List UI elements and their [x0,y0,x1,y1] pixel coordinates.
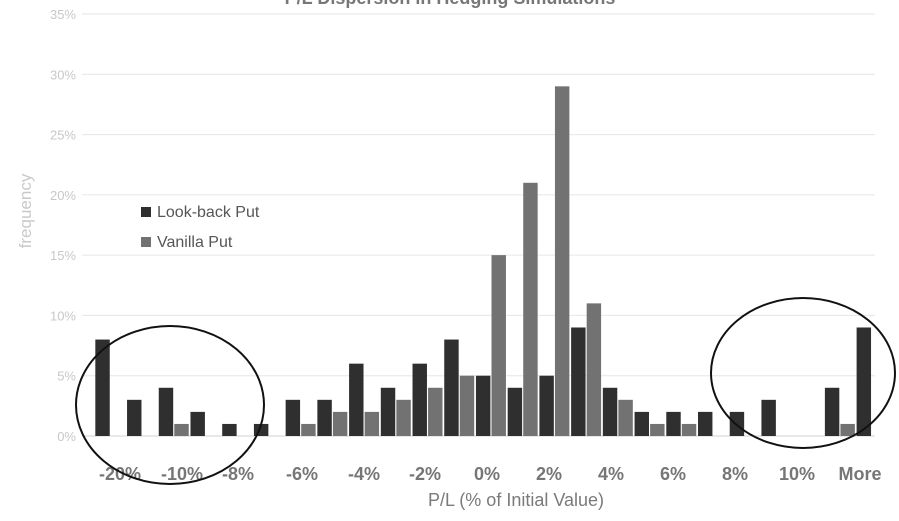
bar-look-back-put-6 [285,399,301,436]
y-tick-label: 35% [50,7,76,22]
bars-layer [95,86,872,436]
bar-vanilla-put-14 [554,86,570,436]
bar-look-back-put-13 [507,387,523,436]
bar-look-back-put-17 [634,411,649,436]
bar-vanilla-put-7 [332,411,348,436]
legend: Look-back Put Vanilla Put [141,204,260,251]
bar-look-back-put-23 [824,387,840,436]
bar-look-back-put-18 [666,411,681,436]
legend-label-vanilla-put: Vanilla Put [157,234,233,251]
right-tail-circle-annotation [710,297,896,449]
y-tick-label: 25% [50,128,76,143]
x-tick-label: -4% [348,464,380,484]
x-axis-label: P/L (% of Initial Value) [428,490,604,510]
y-tick-label: 0% [57,429,76,444]
x-tick-label: 8% [722,464,748,484]
x-tick-label: -8% [222,464,254,484]
bar-vanilla-put-13 [523,182,538,436]
bar-vanilla-put-8 [364,411,380,436]
x-tick-label: 4% [598,464,624,484]
bar-vanilla-put-18 [681,423,697,436]
bar-look-back-put-0 [95,339,110,436]
y-tick-label: 5% [57,369,76,384]
bar-vanilla-put-17 [650,423,665,436]
y-tick-label: 10% [50,308,76,323]
x-tick-label: 0% [474,464,500,484]
x-tick-label: More [838,464,881,484]
bar-look-back-put-24 [856,327,872,436]
bar-look-back-put-7 [317,399,332,436]
bar-vanilla-put-9 [396,399,411,436]
y-tick-label: 20% [50,188,76,203]
legend-swatch-vanilla-put [141,237,151,247]
bar-vanilla-put-10 [428,387,443,436]
bar-vanilla-put-2 [174,423,189,436]
x-tick-label: 6% [660,464,686,484]
bar-vanilla-put-16 [618,399,633,436]
bar-vanilla-put-11 [459,375,475,436]
bar-vanilla-put-12 [491,255,506,436]
legend-swatch-look-back-put [141,207,151,217]
legend-label-look-back-put: Look-back Put [157,204,260,221]
y-tick-label: 15% [50,248,76,263]
bar-vanilla-put-6 [301,423,316,436]
bar-look-back-put-12 [475,375,491,436]
bar-look-back-put-2 [158,387,174,436]
bar-look-back-put-21 [761,399,776,436]
x-tick-label: -20% [99,464,141,484]
bar-look-back-put-19 [698,411,713,436]
x-tick-label: 10% [779,464,815,484]
bar-vanilla-put-23 [840,423,855,436]
x-tick-label: -10% [161,464,203,484]
bar-look-back-put-1 [127,399,142,436]
bar-look-back-put-10 [412,363,427,436]
bar-look-back-put-3 [190,411,205,436]
chart-title: P/L Dispersion in Hedging Simulations [285,0,616,8]
bar-look-back-put-4 [222,423,237,436]
bar-look-back-put-9 [380,387,396,436]
x-tick-label: -6% [286,464,318,484]
left-tail-circle-annotation [75,325,265,485]
y-axis-label: frequency [16,173,35,248]
bar-look-back-put-11 [444,339,459,436]
y-tick-label: 30% [50,67,76,82]
bar-look-back-put-8 [349,363,364,436]
bar-vanilla-put-15 [586,303,602,436]
grid-layer: 0% 5% 10% 15% 20% 25% 30% 35% [50,7,875,444]
bar-look-back-put-14 [539,375,554,436]
bar-look-back-put-15 [571,327,586,436]
tick-layer: -20% -10% -8% -6% -4% -2% 0% 2% 4% 6% 8% 10% More [99,464,882,484]
bar-look-back-put-16 [602,387,618,436]
x-tick-label: 2% [536,464,562,484]
x-tick-label: -2% [409,464,441,484]
